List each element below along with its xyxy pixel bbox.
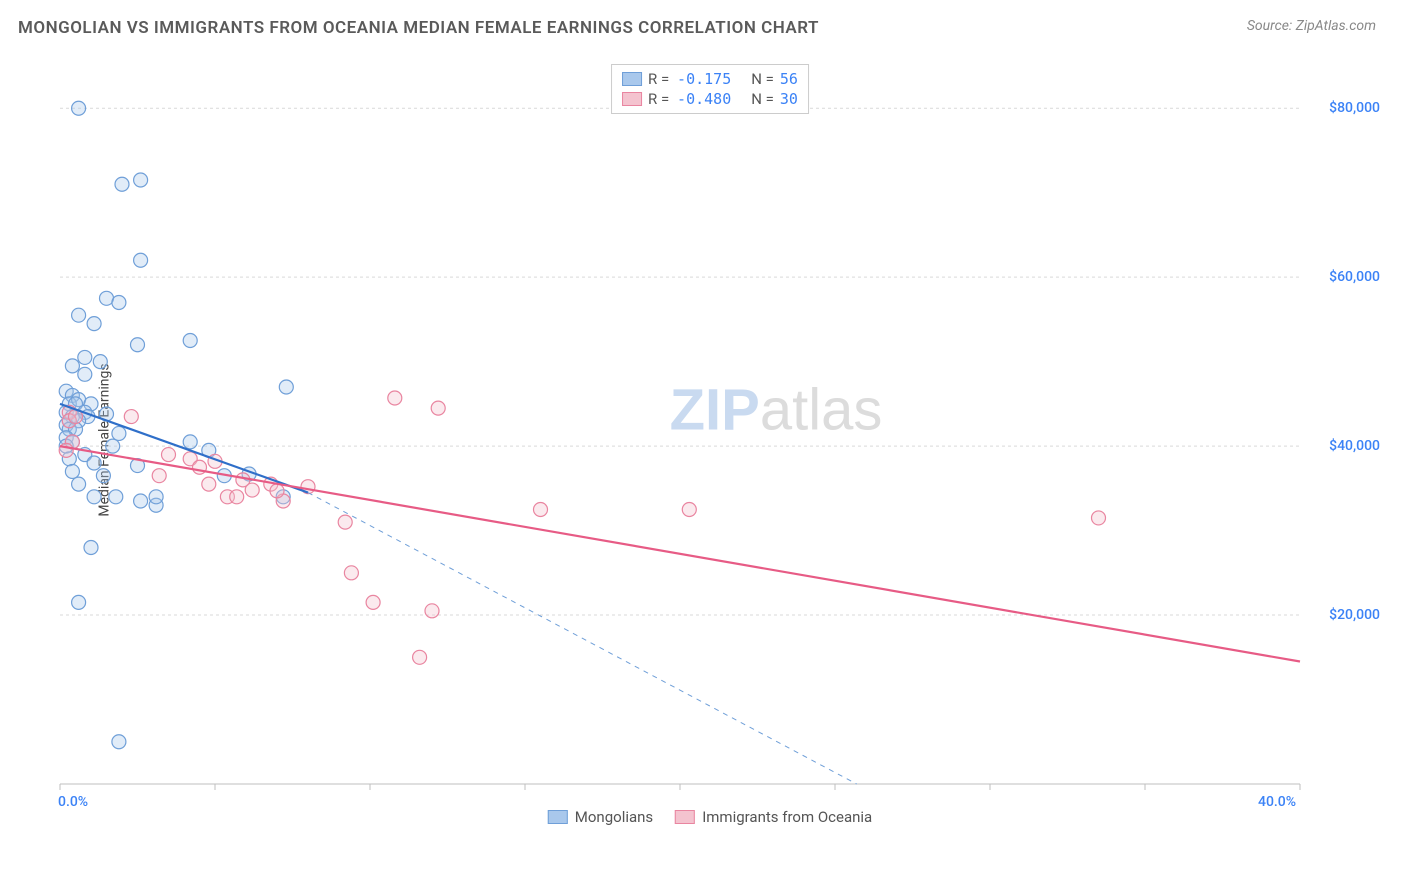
scatter-plot (50, 60, 1370, 820)
y-tick-label: $40,000 (1329, 438, 1380, 454)
n-label: N = (751, 70, 774, 88)
source-attribution: Source: ZipAtlas.com (1247, 18, 1376, 34)
legend-series: Mongolians Immigrants from Oceania (548, 808, 872, 826)
series1-name: Mongolians (575, 808, 653, 826)
n-value-2: 30 (780, 90, 798, 108)
r-value-2: -0.480 (675, 90, 731, 108)
legend-correlation: R = -0.175 N = 56 R = -0.480 N = 30 (611, 64, 809, 114)
legend-item-2: Immigrants from Oceania (675, 808, 872, 826)
r-label: R = (648, 70, 669, 88)
swatch-series1 (622, 72, 642, 86)
swatch-series2 (675, 810, 695, 824)
swatch-series2 (622, 92, 642, 106)
y-tick-label: $20,000 (1329, 607, 1380, 623)
y-tick-label: $80,000 (1329, 100, 1380, 116)
chart-container: Median Female Earnings ZIPatlas R = -0.1… (50, 60, 1370, 820)
legend-row-2: R = -0.480 N = 30 (622, 89, 798, 109)
series2-name: Immigrants from Oceania (702, 808, 872, 826)
x-tick-label: 0.0% (58, 794, 88, 810)
source-label: Source: (1247, 18, 1296, 34)
legend-item-1: Mongolians (548, 808, 653, 826)
r-value-1: -0.175 (675, 70, 731, 88)
swatch-series1 (548, 810, 568, 824)
n-value-1: 56 (780, 70, 798, 88)
legend-row-1: R = -0.175 N = 56 (622, 69, 798, 89)
chart-title: MONGOLIAN VS IMMIGRANTS FROM OCEANIA MED… (18, 18, 819, 38)
header: MONGOLIAN VS IMMIGRANTS FROM OCEANIA MED… (0, 0, 1406, 48)
n-label: N = (751, 90, 774, 108)
r-label: R = (648, 90, 669, 108)
y-tick-label: $60,000 (1329, 269, 1380, 285)
source-name: ZipAtlas.com (1296, 18, 1376, 34)
x-tick-label: 40.0% (1258, 794, 1296, 810)
